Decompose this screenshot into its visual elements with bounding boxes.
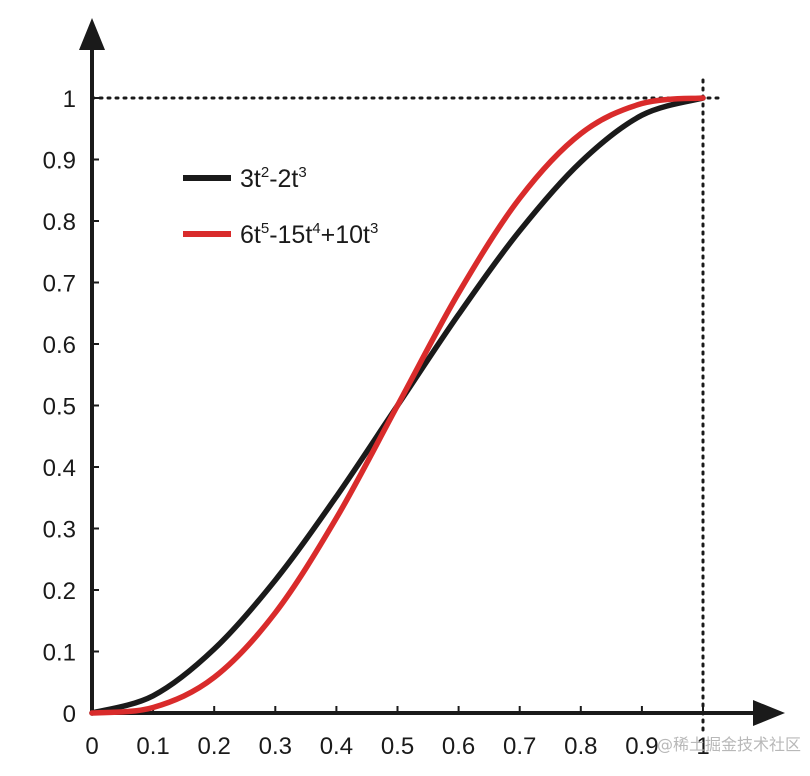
y-axis-arrow bbox=[79, 18, 105, 50]
x-tick-label: 0 bbox=[85, 733, 98, 760]
y-tick-label: 0.6 bbox=[43, 332, 76, 359]
x-axis-arrow bbox=[753, 700, 785, 726]
y-tick-label: 0.8 bbox=[43, 209, 76, 236]
x-tick-label: 0.7 bbox=[503, 733, 536, 760]
series-line-quintic bbox=[89, 95, 706, 716]
x-axis-ticks: 0 0.1 0.2 0.3 0.4 0.5 0.6 0.7 0.8 0.9 1 bbox=[85, 706, 710, 760]
x-tick-label: 0.6 bbox=[442, 733, 475, 760]
series-layer bbox=[89, 95, 706, 716]
x-tick-label: 0.1 bbox=[136, 733, 169, 760]
reference-lines bbox=[90, 78, 724, 737]
x-tick-label: 0.4 bbox=[320, 733, 353, 760]
x-tick-label: 0.9 bbox=[625, 733, 658, 760]
x-tick-label: 0.5 bbox=[381, 733, 414, 760]
legend-label: 6t5-15t4+10t3 bbox=[240, 220, 378, 249]
legend: 3t2-2t3 6t5-15t4+10t3 bbox=[183, 164, 378, 249]
x-tick-label: 0.2 bbox=[198, 733, 231, 760]
y-axis-ticks: 0 0.1 0.2 0.3 0.4 0.5 0.6 0.7 0.8 0.9 1 bbox=[43, 86, 99, 728]
y-tick-label: 0.7 bbox=[43, 271, 76, 298]
x-tick-label: 0.8 bbox=[564, 733, 597, 760]
y-tick-label: 0.1 bbox=[43, 640, 76, 667]
watermark: @稀土掘金技术社区 bbox=[657, 735, 801, 754]
y-tick-label: 0.3 bbox=[43, 517, 76, 544]
x-tick-label: 1 bbox=[696, 733, 709, 760]
y-tick-label: 0.5 bbox=[43, 394, 76, 421]
y-tick-label: 0.4 bbox=[43, 455, 76, 482]
axes bbox=[79, 18, 785, 726]
y-tick-label: 0.9 bbox=[43, 148, 76, 175]
y-tick-label: 0.2 bbox=[43, 578, 76, 605]
x-tick-label: 0.3 bbox=[259, 733, 292, 760]
y-tick-label: 1 bbox=[63, 86, 76, 113]
legend-label: 3t2-2t3 bbox=[240, 164, 307, 193]
y-tick-label: 0 bbox=[63, 701, 76, 728]
